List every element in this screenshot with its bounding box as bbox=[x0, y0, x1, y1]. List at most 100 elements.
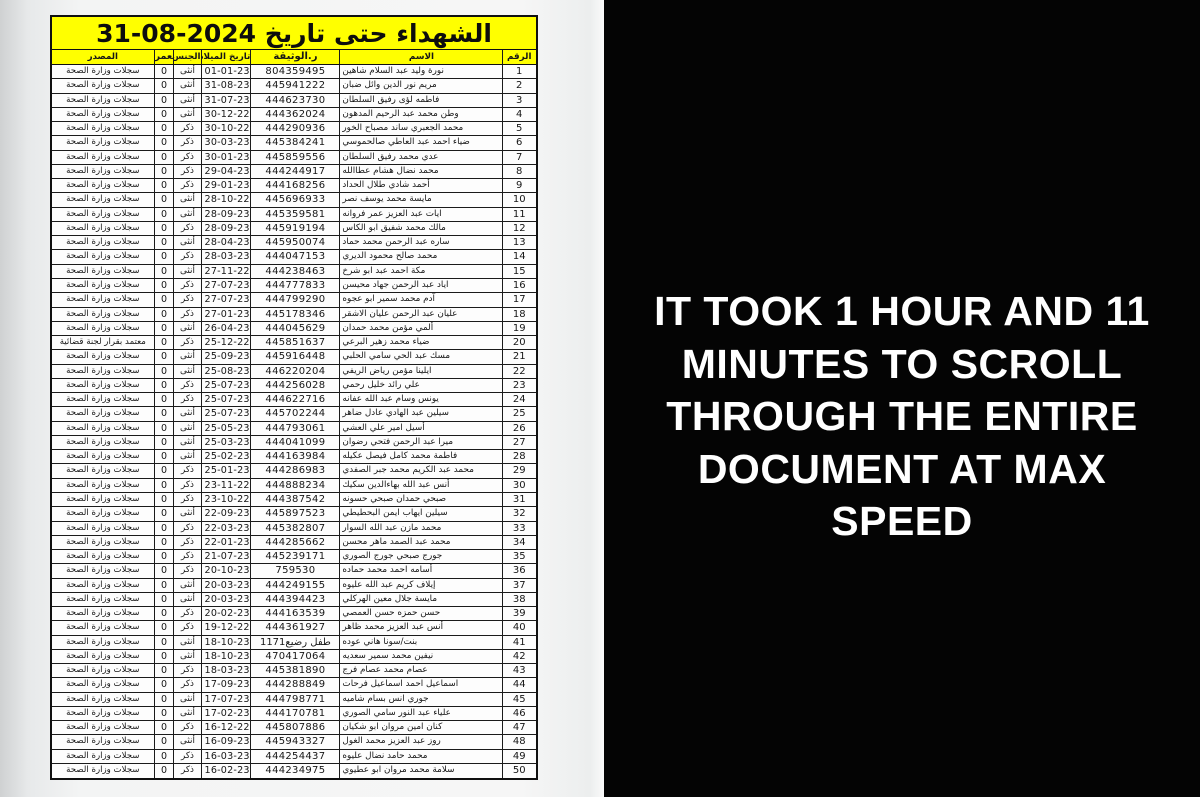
cell-num: 30 bbox=[512, 479, 526, 491]
cell-doc: 444362024 bbox=[251, 107, 341, 122]
cell-age: 0 bbox=[155, 164, 175, 179]
cell-num: 49 bbox=[512, 750, 526, 762]
cell-src: سجلات وزارة الصحة bbox=[52, 250, 155, 264]
cell-name: سيلين ايهاب ايمن البحطيطي bbox=[340, 507, 503, 521]
cell-src: سجلات وزارة الصحة bbox=[52, 307, 155, 321]
cell-src: سجلات وزارة الصحة bbox=[52, 378, 155, 393]
cell-src: سجلات وزارة الصحة bbox=[52, 464, 155, 478]
column-header-doc-id: ر.الوثيقة bbox=[251, 50, 341, 64]
cell-num: 24 bbox=[512, 394, 526, 406]
cell-gen: ذكر bbox=[174, 250, 202, 264]
cell-date: 28-03-23 bbox=[202, 250, 252, 264]
cell-doc: 444394423 bbox=[251, 592, 341, 607]
cell-num: 23 bbox=[512, 379, 526, 391]
document-page[interactable]: الشهداء حتى تاريخ 2024-08-31 المصدر العم… bbox=[0, 0, 604, 797]
cell-src: سجلات وزارة الصحة bbox=[52, 635, 155, 649]
cell-num: 16 bbox=[512, 279, 526, 291]
cell-gen: أنثى bbox=[174, 364, 202, 378]
cell-doc: 444170781 bbox=[251, 706, 341, 721]
cell-gen: ذكر bbox=[174, 278, 202, 293]
cell-age: 0 bbox=[155, 393, 175, 407]
table-row: سجلات وزارة الصحة 0 أنثى 25-09-23 445916448 م… bbox=[52, 350, 536, 365]
cell-doc: 445702244 bbox=[251, 407, 341, 421]
cell-age: 0 bbox=[155, 706, 175, 721]
cell-name: ألمي مؤمن محمد حمدان bbox=[340, 321, 503, 336]
cell-name: أنس عبد الله بهاءالدين سكيك bbox=[340, 478, 503, 492]
cell-date: 25-07-23 bbox=[202, 407, 252, 421]
cell-num: 40 bbox=[512, 622, 526, 634]
cell-num: 12 bbox=[512, 222, 526, 234]
cell-doc: 444290936 bbox=[251, 122, 341, 136]
cell-src: سجلات وزارة الصحة bbox=[52, 764, 155, 779]
cell-doc: 445381890 bbox=[251, 664, 341, 678]
cell-gen: أنثى bbox=[174, 706, 202, 721]
cell-src: سجلات وزارة الصحة bbox=[52, 221, 155, 236]
cell-doc: 444041099 bbox=[251, 435, 341, 450]
cell-name: مالك محمد شفيق ابو الكاس bbox=[340, 221, 503, 236]
cell-src: سجلات وزارة الصحة bbox=[52, 321, 155, 336]
cell-name: عصام محمد عصام فرج bbox=[340, 664, 503, 678]
cell-src: سجلات وزارة الصحة bbox=[52, 692, 155, 706]
table-row: سجلات وزارة الصحة 0 ذكر 21-07-23 445239171 جو… bbox=[52, 550, 536, 565]
cell-date: 31-07-23 bbox=[202, 93, 252, 107]
table-row: سجلات وزارة الصحة 0 أنثى 28-10-22 445696933 م… bbox=[52, 193, 536, 208]
cell-doc: 804359495 bbox=[251, 65, 341, 79]
cell-age: 0 bbox=[155, 621, 175, 635]
cell-src: معتمد بقرار لجنة قضائية bbox=[52, 336, 155, 350]
cell-num: 20 bbox=[512, 337, 526, 349]
caption-line: IT TOOK 1 HOUR AND 11 bbox=[654, 288, 1150, 335]
cell-num: 41 bbox=[512, 636, 526, 648]
cell-date: 17-02-23 bbox=[202, 706, 252, 721]
cell-name: اسماعيل احمد اسماعيل فرحات bbox=[340, 678, 503, 692]
table-row: سجلات وزارة الصحة 0 ذكر 29-01-23 444168256 أح… bbox=[52, 179, 536, 194]
cell-gen: أنثى bbox=[174, 65, 202, 79]
column-header-gender: الجنس bbox=[174, 50, 202, 64]
cell-date: 18-03-23 bbox=[202, 664, 252, 678]
cell-date: 01-01-23 bbox=[202, 65, 252, 79]
cell-age: 0 bbox=[155, 421, 175, 435]
table-row: سجلات وزارة الصحة 0 ذكر 30-01-23 445859556 عد… bbox=[52, 150, 536, 165]
cell-age: 0 bbox=[155, 364, 175, 378]
cell-gen: أنثى bbox=[174, 79, 202, 93]
document-title: الشهداء حتى تاريخ 2024-08-31 bbox=[52, 17, 536, 50]
cell-name: حسن حمزه حسن العمصي bbox=[340, 607, 503, 621]
cell-num: 43 bbox=[512, 665, 526, 677]
caption-text: IT TOOK 1 HOUR AND 11 MINUTES TO SCROLL … bbox=[642, 249, 1162, 547]
cell-num: 28 bbox=[512, 451, 526, 463]
cell-doc: 445696933 bbox=[251, 193, 341, 207]
cell-src: سجلات وزارة الصحة bbox=[52, 93, 155, 107]
cell-name: أحمد شادي طلال الحداد bbox=[340, 179, 503, 193]
cell-age: 0 bbox=[155, 293, 175, 307]
cell-src: سجلات وزارة الصحة bbox=[52, 706, 155, 721]
cell-src: سجلات وزارة الصحة bbox=[52, 621, 155, 635]
cell-name: محمد مازن عبد الله السوار bbox=[340, 521, 503, 535]
cell-gen: ذكر bbox=[174, 136, 202, 150]
cell-gen: أنثى bbox=[174, 578, 202, 592]
cell-gen: أنثى bbox=[174, 350, 202, 364]
cell-gen: ذكر bbox=[174, 179, 202, 193]
cell-doc: طفل رضيع1171 bbox=[251, 635, 341, 649]
cell-num: 36 bbox=[512, 565, 526, 577]
cell-age: 0 bbox=[155, 350, 175, 364]
table-row: سجلات وزارة الصحة 0 ذكر 27-07-23 444799290 آد… bbox=[52, 293, 536, 308]
cell-age: 0 bbox=[155, 607, 175, 621]
table-row: سجلات وزارة الصحة 0 أنثى 26-04-23 444045629 أ… bbox=[52, 321, 536, 337]
cell-src: سجلات وزارة الصحة bbox=[52, 435, 155, 450]
cell-gen: ذكر bbox=[174, 307, 202, 321]
cell-doc: 444238463 bbox=[251, 264, 341, 278]
table-header-row: المصدر العمر الجنس تاريخ الميلاد ر.الوثي… bbox=[52, 50, 536, 65]
cell-date: 25-05-23 bbox=[202, 421, 252, 435]
cell-age: 0 bbox=[155, 150, 175, 164]
cell-num: 34 bbox=[512, 536, 526, 548]
cell-num: 45 bbox=[512, 693, 526, 705]
table-row: سجلات وزارة الصحة 0 أنثى 25-08-23 446220204 ا… bbox=[52, 364, 536, 379]
table-row: سجلات وزارة الصحة 0 ذكر 23-11-22 444888234 أن… bbox=[52, 478, 536, 493]
table-row: سجلات وزارة الصحة 0 ذكر 30-10-22 444290936 مح… bbox=[52, 122, 536, 137]
cell-name: فاطمه لؤى رفيق السلطان bbox=[340, 93, 503, 107]
cell-name: محمد عبد الصمد ماهر محسن bbox=[340, 535, 503, 550]
cell-src: سجلات وزارة الصحة bbox=[52, 79, 155, 93]
cell-num: 39 bbox=[512, 608, 526, 620]
column-header-age: العمر bbox=[155, 50, 175, 64]
martyrs-table: الشهداء حتى تاريخ 2024-08-31 المصدر العم… bbox=[50, 15, 538, 781]
cell-gen: أنثى bbox=[174, 236, 202, 250]
